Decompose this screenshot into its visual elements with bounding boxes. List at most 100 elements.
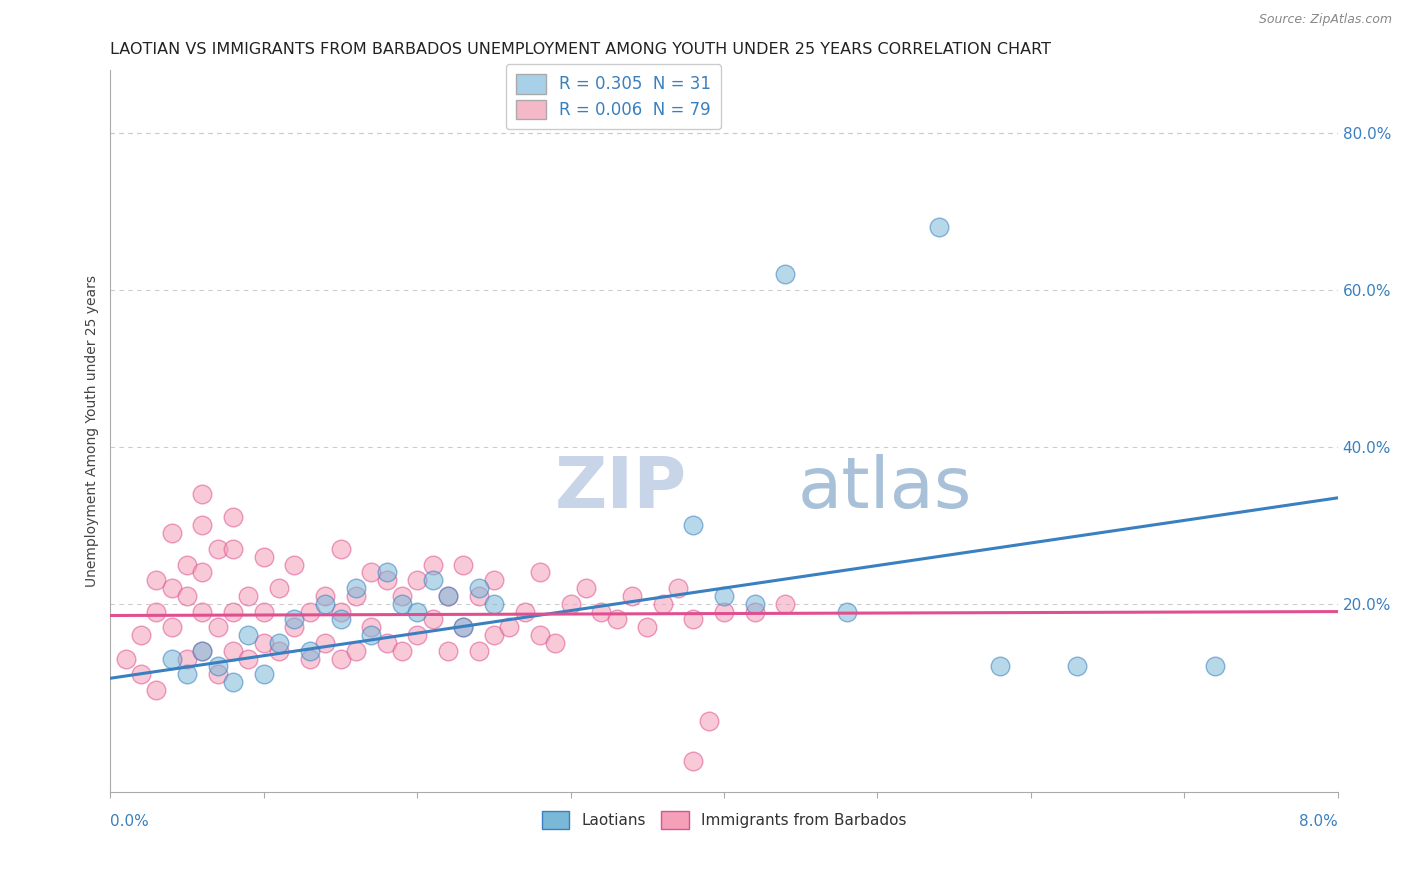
Point <box>437 589 460 603</box>
Point <box>207 620 229 634</box>
Point <box>391 589 413 603</box>
Point <box>482 573 505 587</box>
Point <box>191 566 214 580</box>
Point <box>283 558 305 572</box>
Point <box>375 573 398 587</box>
Point <box>482 628 505 642</box>
Point <box>651 597 673 611</box>
Point <box>451 558 474 572</box>
Point <box>314 597 336 611</box>
Point <box>129 667 152 681</box>
Point <box>129 628 152 642</box>
Point <box>775 597 797 611</box>
Point <box>437 644 460 658</box>
Point <box>344 589 367 603</box>
Point <box>176 589 198 603</box>
Point <box>207 659 229 673</box>
Point <box>835 605 858 619</box>
Point <box>467 581 489 595</box>
Point <box>253 549 276 564</box>
Point <box>191 605 214 619</box>
Point <box>253 605 276 619</box>
Point <box>222 541 245 556</box>
Point <box>529 628 551 642</box>
Point <box>666 581 689 595</box>
Point <box>406 573 429 587</box>
Text: ZIP: ZIP <box>555 454 688 524</box>
Point <box>375 636 398 650</box>
Point <box>329 541 352 556</box>
Point <box>575 581 598 595</box>
Point <box>329 612 352 626</box>
Text: atlas: atlas <box>797 454 972 524</box>
Point <box>451 620 474 634</box>
Point <box>406 605 429 619</box>
Point <box>360 620 382 634</box>
Point <box>160 620 183 634</box>
Point <box>560 597 582 611</box>
Text: Source: ZipAtlas.com: Source: ZipAtlas.com <box>1258 13 1392 27</box>
Point <box>253 667 276 681</box>
Point <box>1066 659 1088 673</box>
Point <box>298 651 321 665</box>
Point <box>498 620 520 634</box>
Point <box>422 612 444 626</box>
Point <box>238 651 260 665</box>
Point <box>207 667 229 681</box>
Point <box>145 573 167 587</box>
Point <box>344 644 367 658</box>
Point <box>1204 659 1226 673</box>
Point <box>422 558 444 572</box>
Point <box>207 541 229 556</box>
Point <box>682 754 704 768</box>
Point <box>360 566 382 580</box>
Point <box>176 558 198 572</box>
Point <box>298 644 321 658</box>
Point <box>314 589 336 603</box>
Point <box>160 526 183 541</box>
Point <box>391 644 413 658</box>
Point <box>160 581 183 595</box>
Point <box>775 268 797 282</box>
Point <box>238 589 260 603</box>
Point <box>744 597 766 611</box>
Point <box>451 620 474 634</box>
Point <box>269 644 291 658</box>
Point <box>145 683 167 698</box>
Point <box>406 628 429 642</box>
Point <box>437 589 460 603</box>
Point <box>713 605 735 619</box>
Point <box>191 518 214 533</box>
Point <box>283 612 305 626</box>
Point <box>344 581 367 595</box>
Point <box>160 651 183 665</box>
Point <box>606 612 628 626</box>
Point <box>744 605 766 619</box>
Point <box>620 589 643 603</box>
Text: 8.0%: 8.0% <box>1299 814 1337 830</box>
Legend: Laotians, Immigrants from Barbados: Laotians, Immigrants from Barbados <box>536 805 912 835</box>
Point <box>191 487 214 501</box>
Point <box>697 714 720 729</box>
Point <box>191 644 214 658</box>
Point <box>682 612 704 626</box>
Point <box>222 605 245 619</box>
Point <box>298 605 321 619</box>
Point <box>269 636 291 650</box>
Y-axis label: Unemployment Among Youth under 25 years: Unemployment Among Youth under 25 years <box>86 276 100 587</box>
Point <box>222 644 245 658</box>
Point <box>222 510 245 524</box>
Point <box>176 651 198 665</box>
Point <box>329 651 352 665</box>
Point <box>467 589 489 603</box>
Point <box>114 651 136 665</box>
Point <box>529 566 551 580</box>
Point <box>253 636 276 650</box>
Point <box>988 659 1011 673</box>
Text: 0.0%: 0.0% <box>111 814 149 830</box>
Point <box>467 644 489 658</box>
Point <box>375 566 398 580</box>
Point <box>269 581 291 595</box>
Point <box>713 589 735 603</box>
Point <box>422 573 444 587</box>
